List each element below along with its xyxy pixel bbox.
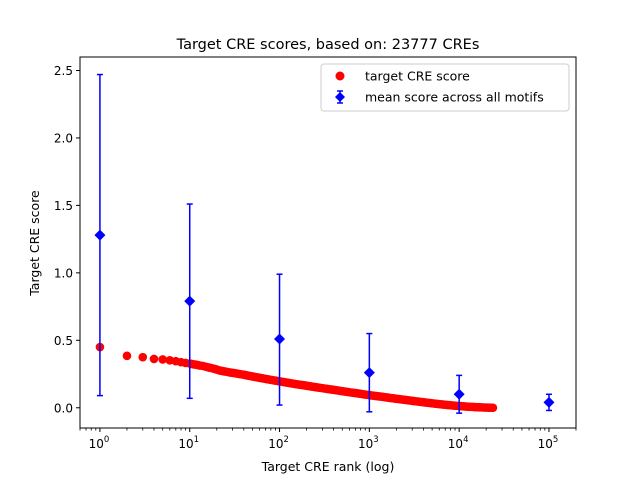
x-tick-label: 100	[89, 435, 110, 451]
y-tick-label: 2.0	[54, 131, 73, 145]
y-axis-label: Target CRE score	[27, 190, 42, 297]
x-tick-exponent: 0	[104, 435, 109, 445]
target-cre-score-point	[158, 355, 167, 364]
x-tick-exponent: 5	[553, 435, 558, 445]
y-axis-ticks: 0.0 0.5 1.0 1.5 2.0 2.5	[54, 64, 80, 415]
x-tick-label: 101	[178, 435, 199, 451]
mean-score-point	[94, 229, 106, 241]
mean-score-point	[363, 367, 375, 379]
y-tick-label: 0.5	[54, 334, 73, 348]
x-tick-label: 104	[448, 435, 469, 451]
x-tick-base: 10	[448, 437, 463, 451]
legend-label-target-cre-score: target CRE score	[365, 69, 470, 84]
mean-score-point	[543, 396, 555, 408]
target-cre-score-point	[149, 354, 159, 364]
legend-marker-target-cre-score	[335, 71, 345, 81]
x-tick-exponent: 1	[194, 435, 199, 445]
x-axis-ticks: 100 101 102 103 104 105	[79, 428, 577, 451]
x-tick-exponent: 2	[283, 435, 288, 445]
mean-score-point	[184, 295, 196, 307]
y-tick-label: 1.5	[54, 199, 73, 213]
mean-score-point	[453, 388, 465, 400]
x-tick-label: 105	[538, 435, 559, 451]
x-tick-base: 10	[178, 437, 193, 451]
x-tick-base: 10	[268, 437, 283, 451]
x-tick-exponent: 4	[463, 435, 468, 445]
target-cre-score-point	[138, 352, 148, 362]
legend: target CRE score mean score across all m…	[320, 63, 570, 112]
legend-box	[320, 63, 570, 112]
x-tick-label: 103	[358, 435, 379, 451]
x-tick-base: 10	[538, 437, 553, 451]
chart-title: Target CRE scores, based on: 23777 CREs	[176, 37, 480, 53]
target-cre-score-point	[488, 403, 498, 413]
legend-label-mean-score: mean score across all motifs	[365, 90, 544, 105]
plot-layer	[94, 73, 555, 414]
x-tick-exponent: 3	[373, 435, 378, 445]
mean-score-point	[274, 333, 286, 345]
x-tick-label: 102	[268, 435, 289, 451]
plot-frame	[79, 56, 577, 429]
y-tick-label: 0.0	[54, 401, 73, 415]
legend-marker-mean-score	[335, 92, 345, 102]
target-cre-score-point	[122, 351, 132, 361]
y-tick-label: 2.5	[54, 64, 73, 78]
x-tick-base: 10	[358, 437, 373, 451]
x-tick-base: 10	[89, 437, 104, 451]
y-tick-label: 1.0	[54, 266, 73, 280]
x-axis-label: Target CRE rank (log)	[261, 459, 395, 474]
